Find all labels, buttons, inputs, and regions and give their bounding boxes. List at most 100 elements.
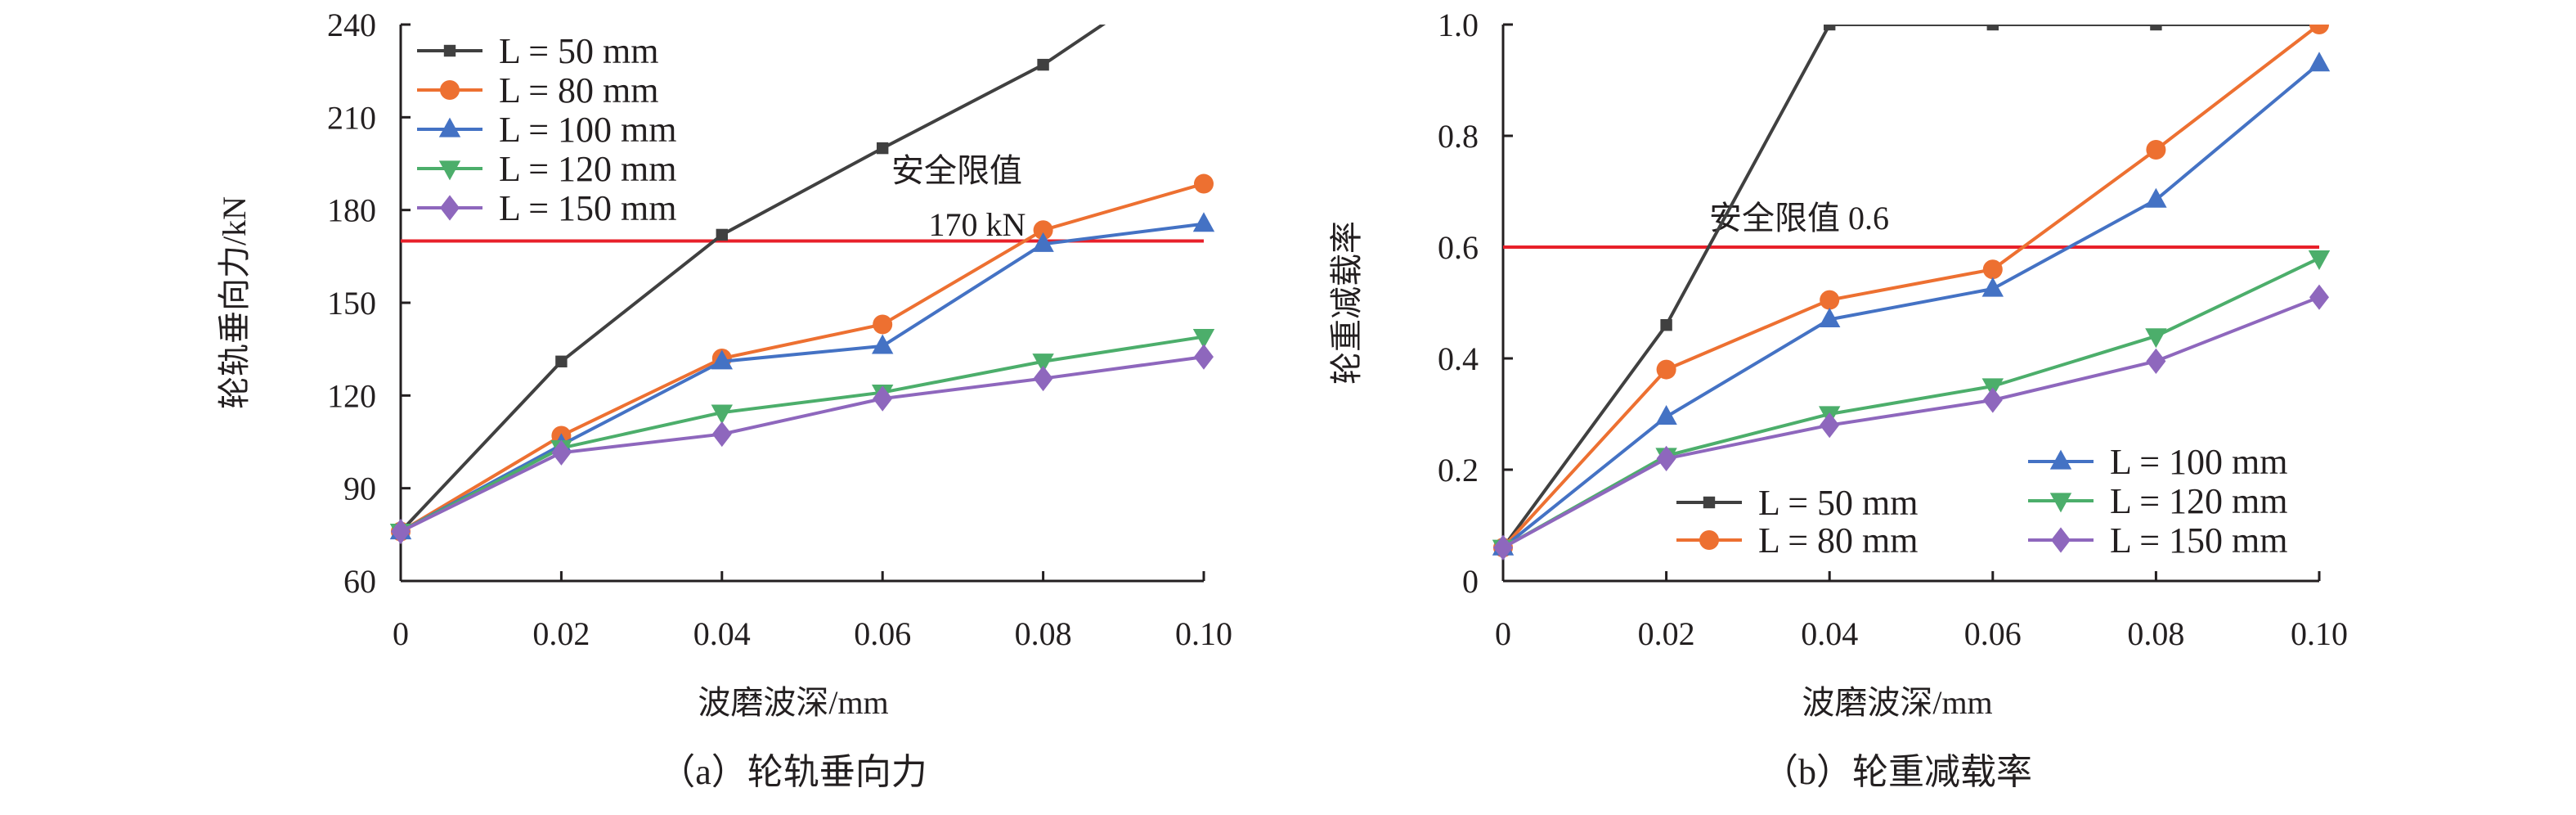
marker-triangle-up bbox=[2049, 449, 2072, 470]
x-tick-label: 0.04 bbox=[1801, 615, 1858, 652]
marker-square bbox=[555, 355, 568, 367]
legend-item-L50: L = 50 mm bbox=[417, 31, 659, 71]
y-tick-label: 60 bbox=[343, 563, 376, 600]
marker-triangle-up bbox=[438, 117, 461, 137]
marker-circle bbox=[1982, 259, 2003, 280]
marker-circle bbox=[1656, 359, 1676, 380]
marker-square bbox=[443, 44, 456, 57]
y-tick-label: 180 bbox=[327, 192, 376, 229]
marker-square bbox=[716, 228, 728, 241]
x-tick-label: 0 bbox=[393, 615, 409, 652]
legend-item-L100: L = 100 mm bbox=[2028, 442, 2288, 482]
series-L150 bbox=[1493, 284, 2329, 561]
marker-diamond bbox=[391, 518, 411, 545]
marker-square bbox=[877, 142, 889, 155]
x-tick-label: 0.02 bbox=[532, 615, 590, 652]
marker-square bbox=[1986, 25, 1999, 31]
x-tick-label: 0.04 bbox=[693, 615, 751, 652]
marker-triangle-up bbox=[1655, 405, 1677, 425]
marker-triangle-down bbox=[2145, 328, 2167, 349]
safety-limit-label: 安全限值 0.6 bbox=[1709, 200, 1889, 236]
y-axis-label: 轮重减载率 bbox=[1328, 221, 1365, 385]
y-axis-label: 轮轨垂向力/kN bbox=[216, 196, 253, 409]
marker-triangle-down bbox=[1032, 353, 1054, 374]
marker-square bbox=[2150, 25, 2162, 31]
series-line bbox=[1501, 25, 2319, 549]
marker-triangle-down bbox=[438, 160, 461, 181]
series-line bbox=[1501, 25, 2321, 549]
marker-diamond bbox=[1033, 365, 1053, 392]
marker-diamond bbox=[1820, 412, 1840, 439]
series-line bbox=[400, 222, 1205, 534]
marker-diamond bbox=[2051, 527, 2071, 553]
series-L150 bbox=[391, 344, 1214, 545]
y-tick-label: 0 bbox=[1462, 563, 1479, 600]
marker-triangle-down bbox=[711, 404, 733, 425]
marker-circle bbox=[1820, 290, 1840, 310]
legend-label: L = 120 mm bbox=[499, 149, 677, 189]
x-tick-label: 0.08 bbox=[1015, 615, 1072, 652]
figure-caption: （a）轮轨垂向力 bbox=[659, 752, 927, 792]
x-tick-label: 0 bbox=[1495, 615, 1511, 652]
legend-item-L120: L = 120 mm bbox=[2028, 481, 2288, 521]
marker-diamond bbox=[1194, 344, 1214, 370]
series-line bbox=[399, 182, 1205, 534]
marker-triangle-up bbox=[872, 334, 894, 354]
marker-triangle-down bbox=[2049, 493, 2072, 513]
marker-square bbox=[1824, 25, 1836, 31]
series-line bbox=[1501, 62, 2321, 549]
legend-item-L100: L = 100 mm bbox=[417, 110, 677, 150]
chart-load-reduction-rate: 0 0.2 0.4 0.6 0.8 1.0 0 0.02 0.04 0.06 0.08 0.10 波磨波… bbox=[1328, 7, 2348, 792]
legend-label: L = 80 mm bbox=[1758, 520, 1919, 561]
marker-triangle-up bbox=[711, 349, 733, 370]
legend-label: L = 150 mm bbox=[2110, 520, 2288, 561]
marker-circle bbox=[873, 314, 893, 335]
marker-circle bbox=[1033, 220, 1053, 241]
marker-diamond bbox=[1982, 387, 2003, 413]
marker-triangle-down bbox=[1192, 328, 1215, 349]
legend-label: L = 100 mm bbox=[499, 110, 677, 150]
marker-triangle-up bbox=[1981, 277, 2004, 297]
marker-circle bbox=[1194, 173, 1214, 194]
x-tick-label: 0.06 bbox=[1964, 615, 2022, 652]
y-tick-label: 0.2 bbox=[1438, 452, 1479, 489]
marker-circle bbox=[2146, 140, 2166, 160]
legend-label: L = 100 mm bbox=[2110, 442, 2288, 482]
safety-limit-value: 170 kN bbox=[929, 206, 1026, 243]
y-tick-label: 0.8 bbox=[1438, 118, 1479, 155]
y-tick-label: 210 bbox=[327, 99, 376, 136]
marker-diamond bbox=[1493, 534, 1513, 561]
legend-item-L80: L = 80 mm bbox=[417, 70, 659, 110]
y-tick-label: 1.0 bbox=[1438, 7, 1479, 43]
marker-diamond bbox=[440, 195, 460, 221]
x-tick-label: 0.06 bbox=[854, 615, 911, 652]
marker-diamond bbox=[711, 421, 732, 448]
x-tick-label: 0.10 bbox=[2291, 615, 2348, 652]
marker-square bbox=[1660, 319, 1672, 331]
legend-label: L = 50 mm bbox=[499, 31, 659, 71]
series-line bbox=[400, 355, 1205, 534]
marker-triangle-up bbox=[1192, 212, 1215, 232]
legend-item-L80: L = 80 mm bbox=[1676, 520, 1919, 561]
marker-square bbox=[1037, 58, 1049, 71]
y-tick-label: 0.4 bbox=[1438, 340, 1479, 377]
marker-triangle-up bbox=[2308, 52, 2331, 72]
series-L120 bbox=[389, 328, 1215, 543]
series-L80 bbox=[391, 173, 1214, 542]
marker-diamond bbox=[1656, 445, 1676, 471]
safety-limit-label: 安全限值 bbox=[891, 152, 1022, 189]
x-tick-label: 0.08 bbox=[2127, 615, 2184, 652]
x-axis-label: 波磨波深/mm bbox=[698, 684, 888, 721]
legend: L = 50 mmL = 80 mm L = 100 mmL = 120 mmL … bbox=[1676, 442, 2288, 561]
marker-square bbox=[1703, 496, 1716, 509]
legend-label: L = 80 mm bbox=[499, 70, 659, 110]
chart-vertical-force: 60 90 120 150 180 210 240 0 0.02 0.04 0.06 0.08 0.10… bbox=[216, 7, 1232, 792]
series-line bbox=[400, 335, 1205, 534]
legend-item-L150: L = 150 mm bbox=[2028, 520, 2288, 561]
legend-item-L120: L = 120 mm bbox=[417, 149, 677, 189]
marker-circle bbox=[2309, 25, 2329, 34]
series-line bbox=[1502, 295, 2320, 549]
x-tick-label: 0.10 bbox=[1175, 615, 1232, 652]
figure-caption: （b）轮重减载率 bbox=[1762, 752, 2032, 792]
